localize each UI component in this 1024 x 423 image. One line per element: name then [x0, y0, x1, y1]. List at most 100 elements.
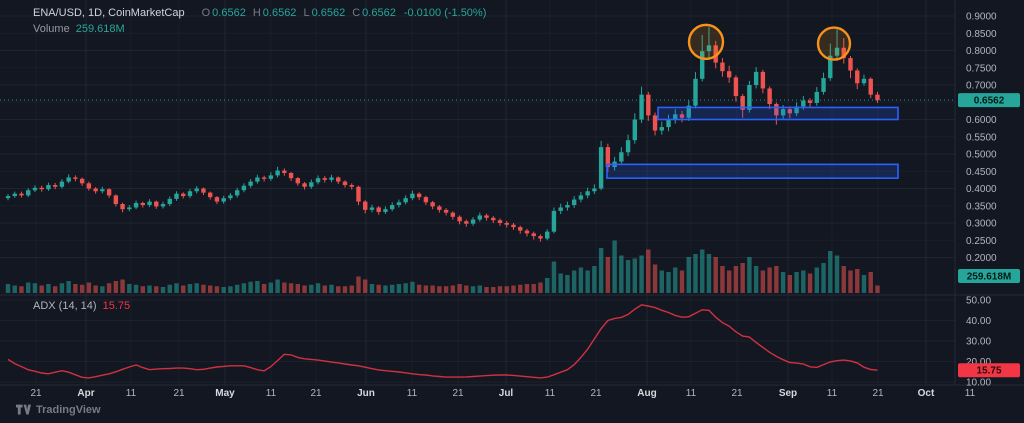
volume-bar — [693, 254, 698, 293]
adx-badge — [958, 363, 1020, 378]
candle-body — [154, 201, 159, 207]
candle-body — [113, 195, 119, 205]
candle-body — [504, 223, 509, 225]
candle-body — [545, 231, 550, 239]
candle-body — [774, 103, 779, 116]
candle-body — [59, 181, 65, 187]
volume-bar — [127, 284, 132, 293]
candle-body — [167, 198, 172, 205]
candle-body — [639, 94, 644, 120]
candle-body — [32, 187, 38, 191]
volume-bar — [565, 275, 570, 293]
candle-body — [228, 195, 233, 199]
volume-bar — [875, 285, 880, 293]
tradingview-logo[interactable]: TradingView — [16, 403, 101, 416]
volume-bar — [477, 285, 482, 293]
candle-body — [363, 201, 368, 210]
candle-body — [801, 100, 806, 107]
volume-bar — [673, 267, 678, 293]
candle-body — [491, 217, 496, 221]
volume-badge — [958, 269, 1020, 283]
volume-bar — [113, 281, 119, 293]
candle-body — [12, 193, 17, 197]
price-tick-label: 0.7500 — [966, 63, 997, 74]
volume-bar — [322, 285, 327, 293]
adx-label[interactable]: ADX (14, 14) — [33, 300, 97, 312]
volume-bar — [450, 285, 456, 293]
candle-body — [410, 193, 415, 199]
candle-body — [416, 193, 422, 198]
time-axis-labels[interactable]: 21 Apr 11 21 May 11 21 Jun 11 21 Jul 11 21 Aug 11 21 Sep… — [30, 388, 975, 399]
volume-bar — [794, 272, 799, 293]
adx-indicator-legend[interactable]: ADX (14, 14) 15.75 — [33, 299, 130, 313]
candle-body — [288, 172, 294, 179]
candle-body — [79, 178, 85, 184]
candle-body — [19, 193, 24, 196]
price-axis-panel[interactable] — [955, 0, 1024, 423]
candle-body — [133, 202, 139, 208]
candle-body — [349, 185, 354, 187]
adx-badge-text: 15.75 — [976, 366, 1001, 377]
candle-body — [693, 78, 698, 106]
volume-legend[interactable]: Volume 259.618M — [33, 22, 125, 36]
candle-body — [194, 188, 199, 192]
volume-bar — [497, 286, 503, 293]
price-axis-labels[interactable]: 0.9000 0.8500 0.8000 0.7500 0.7000 0.6000 0.55… — [966, 12, 997, 389]
candle-body — [659, 127, 664, 131]
support-resistance-zones[interactable] — [606, 106, 899, 179]
candle-body — [275, 170, 280, 176]
volume-bar — [410, 281, 415, 293]
volume-bar — [619, 255, 624, 293]
candle-body — [140, 202, 145, 206]
volume-bar — [706, 254, 712, 293]
volume-bar — [167, 284, 172, 293]
volume-bar — [46, 284, 51, 293]
price-tick-label: 0.8500 — [966, 29, 997, 40]
price-tick-label: 0.8000 — [966, 46, 997, 57]
volume-bar — [430, 285, 435, 293]
volume-label: Volume — [33, 23, 70, 35]
volume-bar — [268, 282, 274, 293]
candle-body — [571, 199, 577, 206]
volume-bar — [484, 287, 489, 293]
candle-body — [93, 188, 98, 192]
circle-annotations[interactable] — [687, 23, 852, 61]
candle-body — [66, 177, 71, 182]
volume-bar — [652, 264, 658, 293]
volume-bar — [329, 284, 334, 293]
candlestick-series[interactable] — [5, 27, 880, 242]
volume-bar — [403, 283, 408, 293]
candle-body — [646, 94, 651, 116]
last-price-badge-text: 0.6562 — [974, 96, 1005, 107]
symbol-title[interactable]: ENA/USD, 1D, CoinMarketCap — [33, 7, 185, 19]
time-tick-label: 21 — [731, 388, 743, 399]
volume-bar — [86, 282, 92, 293]
volume-bar — [79, 284, 85, 293]
symbol-legend[interactable]: ENA/USD, 1D, CoinMarketCap O 0.6562 H 0.… — [33, 6, 486, 20]
low-label: L — [303, 7, 310, 19]
close-label: C — [352, 7, 361, 19]
zone-rectangle — [606, 163, 899, 179]
volume-bar — [470, 286, 476, 293]
volume-series[interactable] — [5, 240, 880, 294]
change-value: -0.0100 (-1.50%) — [403, 7, 487, 19]
adx-line[interactable] — [7, 304, 878, 379]
time-tick-label: 11 — [545, 388, 556, 399]
high-value: 0.6562 — [262, 7, 297, 19]
volume-bar — [147, 285, 152, 293]
volume-bar — [646, 249, 651, 293]
price-tick-label: 0.4500 — [966, 167, 997, 178]
volume-bar — [208, 285, 213, 293]
volume-bar — [288, 283, 294, 293]
volume-bar — [93, 285, 98, 293]
volume-bar — [181, 285, 186, 293]
volume-bar — [194, 283, 199, 293]
volume-bar — [787, 275, 793, 293]
tradingview-logo-icon — [16, 404, 31, 415]
volume-bar — [733, 266, 739, 293]
volume-bar — [241, 283, 247, 293]
candle-body — [295, 178, 301, 184]
adx-value: 15.75 — [102, 300, 131, 312]
candle-body — [302, 183, 307, 187]
